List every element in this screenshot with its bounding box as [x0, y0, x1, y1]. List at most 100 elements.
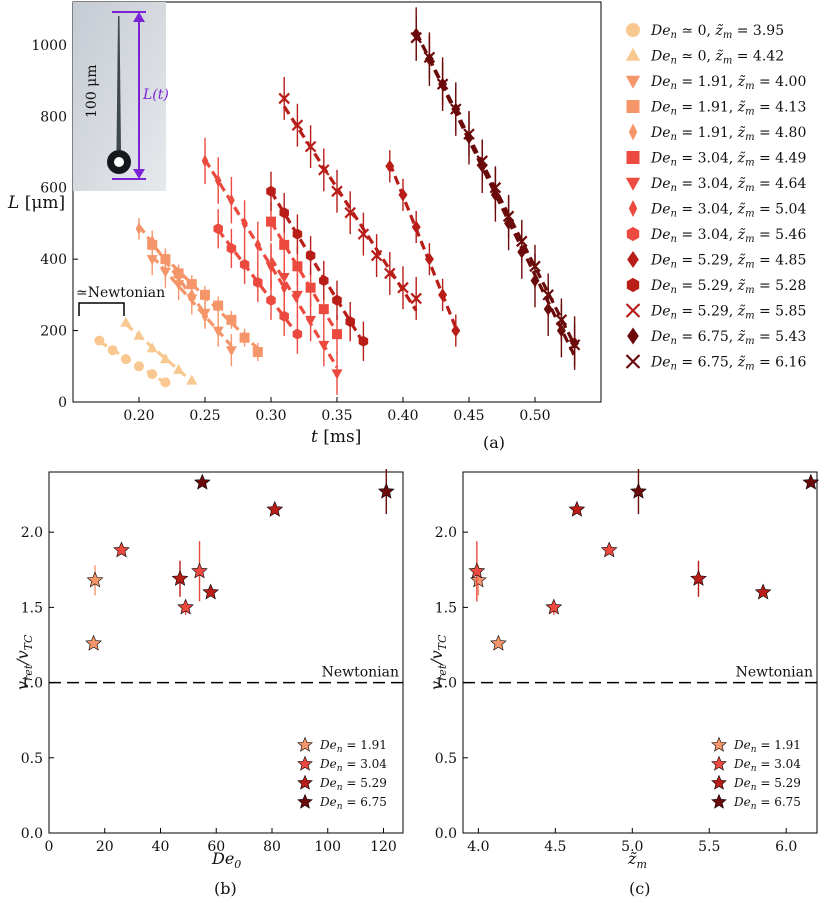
marker-diamond: [424, 252, 434, 266]
x-tick-label: 5.0: [621, 839, 643, 855]
arrowhead-up: [133, 12, 145, 22]
x-tick-label: 40: [152, 839, 170, 855]
legend-entry: Den = 1.91: [733, 738, 801, 755]
marker-hexagon: [332, 294, 342, 306]
y-tick-label: 600: [40, 181, 67, 197]
panel-c: Newtonian 4.0 4.5 5.0 5.5 6.0 0.0 0.5 1.0 1.5 2.0 D…: [427, 468, 820, 898]
legend-entry: Den = 5.29: [319, 776, 387, 793]
marker-diamond-thin: [188, 288, 196, 302]
filament: [116, 16, 121, 150]
marker-hexagon: [239, 259, 250, 270]
marker-diamond: [627, 327, 639, 345]
marker-triangle-down: [225, 346, 237, 357]
marker-diamond-thin: [228, 193, 235, 207]
x-tick-label: 6.0: [775, 839, 797, 855]
x-tick-label: 0.45: [453, 408, 484, 424]
y-tick-label: 0.5: [21, 751, 43, 767]
marker-diamond-thin: [162, 252, 169, 266]
marker-square: [239, 332, 250, 343]
marker-x: [476, 155, 488, 167]
x-tick-label: 5.5: [698, 839, 720, 855]
newtonian-reference-label: Newtonian: [322, 665, 399, 681]
legend-entry: Den = 1.91, z̃m = 4.80: [650, 125, 806, 143]
marker-star: [711, 774, 727, 790]
marker-star: [85, 634, 102, 651]
marker-diamond: [438, 288, 448, 302]
marker-x: [423, 51, 436, 64]
panel-b-frame: [48, 471, 404, 834]
marker-triangle-down: [318, 340, 330, 351]
legend-entry: Den = 6.75, z̃m = 5.43: [650, 329, 806, 347]
marker-x: [291, 119, 304, 131]
marker-circle: [160, 377, 171, 388]
newtonian-annotation: ≃Newtonian: [76, 285, 165, 301]
marker-hexagon: [626, 226, 640, 242]
marker-square: [200, 289, 210, 300]
marker-triangle-down: [159, 267, 171, 278]
panel-b-xlabel: De0: [211, 849, 241, 871]
legend-entry: Den ≃ 0, z̃m = 4.42: [650, 49, 784, 67]
marker-star: [377, 482, 395, 499]
panel-a-label: (a): [483, 433, 505, 452]
marker-x: [384, 267, 396, 280]
marker-star: [754, 583, 772, 600]
marker-x: [502, 210, 515, 223]
marker-triangle-down: [625, 75, 641, 89]
marker-x: [555, 314, 568, 326]
marker-triangle-up: [625, 47, 641, 61]
marker-diamond-thin: [214, 174, 222, 188]
marker-hexagon: [279, 310, 289, 322]
marker-star: [802, 473, 820, 490]
panel-a-ylabel: L [μm]: [7, 193, 65, 213]
marker-diamond-thin: [175, 270, 182, 284]
marker-x: [278, 92, 290, 105]
legend-entry: Den = 5.29, z̃m = 5.28: [650, 278, 806, 296]
marker-star: [690, 570, 707, 586]
marker-x: [357, 228, 370, 240]
panel-a-legend: Den ≃ 0, z̃m = 3.95 Den ≃ 0, z̃m = 4.42 De…: [625, 23, 806, 373]
marker-star: [545, 598, 563, 615]
marker-diamond: [627, 251, 639, 268]
marker-star: [568, 500, 586, 517]
series-13: [410, 16, 581, 367]
marker-star: [711, 793, 727, 809]
x-tick-label: 120: [370, 839, 397, 855]
marker-hexagon: [626, 277, 640, 293]
legend-entry: Den ≃ 0, z̃m = 3.95: [650, 23, 784, 41]
marker-star: [297, 793, 313, 809]
marker-star: [193, 473, 211, 490]
y-tick-label: 1000: [31, 38, 67, 54]
x-tick-label: 80: [263, 839, 281, 855]
panel-a: 0.20 0.25 0.30 0.35 0.40 0.45 0.50 0 200 400 600 80…: [7, 1, 806, 452]
panel-b-label: (b): [214, 879, 237, 898]
marker-x: [344, 206, 356, 219]
y-tick-label: 0.5: [435, 751, 457, 767]
y-tick-label: 1.5: [435, 600, 457, 616]
marker-hexagon: [266, 294, 276, 306]
marker-square: [626, 100, 640, 113]
marker-square: [279, 239, 290, 250]
x-tick-label: 0: [45, 839, 54, 855]
marker-star: [191, 562, 208, 579]
marker-star: [177, 598, 194, 615]
y-tick-label: 800: [40, 109, 67, 125]
marker-triangle-up: [159, 353, 171, 364]
marker-diamond-thin: [628, 123, 638, 141]
y-tick-label: 1.0: [435, 676, 457, 692]
legend-entry: Den = 1.91, z̃m = 4.00: [650, 74, 806, 92]
x-tick-label: 0.35: [321, 408, 352, 424]
legend-entry: Den = 6.75: [733, 795, 801, 812]
marker-star: [711, 736, 727, 752]
marker-star: [86, 571, 104, 588]
panel-a-xlabel: t [ms]: [311, 427, 361, 447]
marker-square: [292, 261, 303, 272]
marker-star: [297, 736, 313, 752]
marker-x: [436, 78, 449, 90]
marker-x: [450, 103, 462, 115]
marker-x: [529, 260, 541, 273]
marker-circle: [107, 345, 118, 356]
marker-x: [397, 281, 409, 294]
marker-square: [252, 347, 263, 357]
marker-diamond: [398, 188, 408, 202]
